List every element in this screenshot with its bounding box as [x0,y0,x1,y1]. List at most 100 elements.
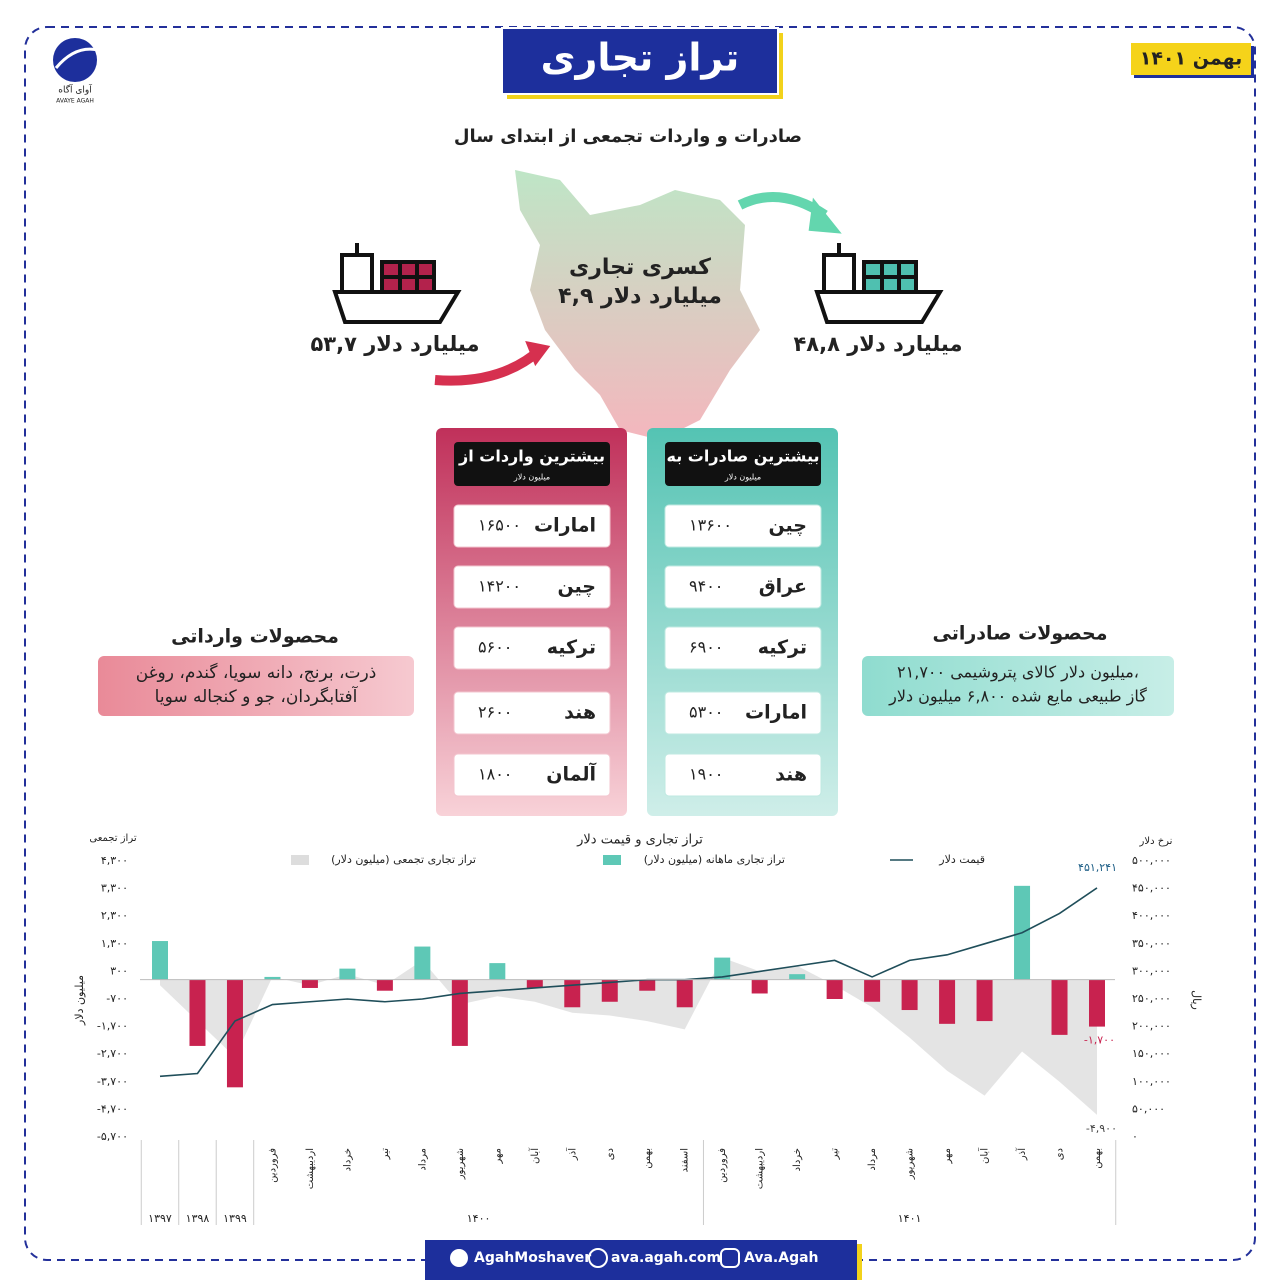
country: هند [564,702,596,724]
value-label: ۴۵۱,۲۴۱ [1078,861,1117,874]
x-tick-label: مرداد [867,1148,878,1171]
instagram-icon [720,1248,740,1268]
table-row [664,565,822,609]
y-tick-label: ۳۰۰ [110,964,128,977]
amount: ۹۴۰۰ [689,577,723,596]
bar [264,976,281,980]
year-label: ۱۴۰۰ [467,1212,491,1225]
amount: ۱۴۲۰۰ [478,577,521,596]
x-tick-label: بهمن [642,1148,653,1169]
x-tick-label: آبان [978,1147,991,1164]
bar [451,979,468,1046]
export-products-box [862,656,1174,716]
title: تراز تجاری [541,36,740,80]
country: امارات [534,515,596,537]
amount: ۶۹۰۰ [689,638,723,657]
imports-total: ۵۳,۷ میلیارد دلار [310,332,479,356]
y2-tick-label: ۲۵۰,۰۰۰ [1132,992,1171,1005]
web-icon [588,1248,608,1268]
bar [901,979,918,1011]
logo-latin: AVAYE AGAH [56,98,94,105]
export-products-title: محصولات صادراتی [933,623,1108,645]
y-tick-label: -۱,۷۰۰ [97,1020,128,1033]
year-label: ۱۴۰۱ [898,1212,922,1225]
bar [864,979,881,1002]
x-tick-label: اردیبهشت [755,1148,766,1189]
dollar-line [159,887,1098,1078]
table-row [453,626,611,670]
country: امارات [745,702,807,724]
logo-mark [53,38,97,82]
bar [489,963,506,980]
date: بهمن ۱۴۰۱ [1140,48,1243,70]
y-tick-label: -۲,۷۰۰ [97,1047,128,1060]
x-tick-label: دی [605,1148,616,1160]
logo-swoosh [54,47,99,69]
x-tick-label: فروردین [717,1148,728,1183]
table-header-box [454,442,610,486]
bar [189,979,206,1046]
bar [639,979,656,991]
legend-label: قیمت دلار [938,853,985,866]
footer-telegram: AgahMoshaver [474,1250,591,1266]
y-tick-label: -۴,۷۰۰ [97,1102,128,1115]
bar [414,946,431,980]
table-title: بیشترین واردات از [458,447,605,466]
y2-tick-label: ۱۵۰,۰۰۰ [1132,1047,1171,1060]
bar [1089,979,1105,1027]
country: چین [557,576,596,598]
x-tick-label: اردیبهشت [305,1148,316,1189]
country: چین [768,515,807,537]
x-tick-label: خرداد [792,1148,803,1171]
import-arrow [434,346,544,386]
y-axis-label: میلیون دلار [73,975,86,1026]
y2-tick-label: ۳۰۰,۰۰۰ [1132,964,1171,977]
bar [976,979,993,1022]
import-ship [332,243,462,324]
footer-instagram: Ava.Agah [744,1250,819,1266]
subtitle: صادرات و واردات تجمعی از ابتدای سال [454,126,802,147]
y2-tick-label: ۰ [1132,1130,1138,1143]
y-tick-label: ۱,۳۰۰ [101,937,128,950]
y-tick-label: -۷۰۰ [106,992,128,1005]
table-row [453,565,611,609]
y-tick-label: ۳,۳۰۰ [101,882,128,895]
bar [826,979,843,999]
title-box [501,27,779,95]
export-ship [814,243,944,324]
amount: ۱۳۶۰۰ [689,516,732,535]
cumulative-area [160,957,1097,1115]
chart-title: تراز تجاری و قیمت دلار [576,833,703,848]
x-tick-label: دی [1055,1148,1066,1160]
y-tick-label: ۲,۳۰۰ [101,909,128,922]
x-tick-label: اسفند [680,1148,691,1172]
y2-tick-label: ۱۰۰,۰۰۰ [1132,1075,1171,1088]
value-label: -۱,۷۰۰ [1084,1034,1115,1047]
amount: ۲۶۰۰ [478,703,512,722]
y2-tick-label: ۳۵۰,۰۰۰ [1132,937,1171,950]
telegram-icon [450,1249,468,1267]
exports-total: ۴۸,۸ میلیارد دلار [793,332,962,356]
x-tick-label: آذر [1015,1147,1028,1161]
y2-top-label: نرخ دلار [1139,836,1173,847]
bar [564,979,581,1008]
table-row [453,504,611,548]
bar [152,941,168,980]
year-label: ۱۳۹۹ [223,1212,247,1225]
footer-box [425,1240,857,1280]
deficit-label: کسری تجاری [569,255,711,280]
amount: ۵۶۰۰ [478,638,512,657]
bar [676,979,693,1008]
country: ترکیه [758,637,807,659]
x-tick-label: تیر [380,1148,391,1161]
bar [789,974,806,980]
legend-label: تراز تجاری تجمعی (میلیون دلار) [331,853,476,866]
country: آلمان [546,762,596,786]
x-tick-label: شهریور [905,1148,916,1180]
date-box [1131,43,1251,75]
y2-tick-label: ۴۰۰,۰۰۰ [1132,909,1171,922]
amount: ۱۸۰۰ [478,765,512,784]
table-row [664,691,822,735]
y2-tick-label: ۵۰,۰۰۰ [1132,1102,1165,1115]
